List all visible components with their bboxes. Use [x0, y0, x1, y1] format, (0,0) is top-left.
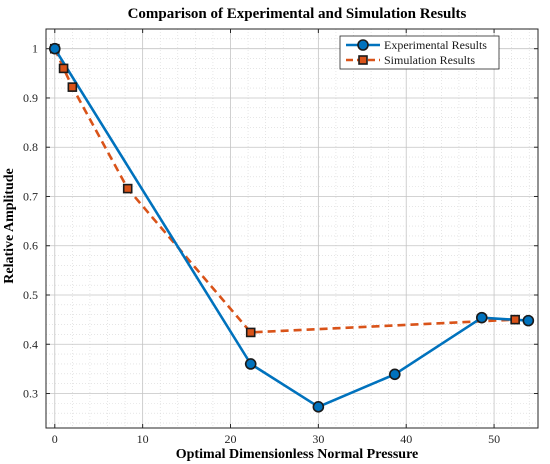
y-tick-label: 0.4 — [23, 337, 38, 351]
x-tick-label: 20 — [225, 432, 237, 446]
y-tick-label: 0.8 — [23, 140, 38, 154]
legend-marker-simulation — [358, 55, 368, 65]
x-tick-label: 10 — [137, 432, 149, 446]
simulation-point — [58, 63, 69, 74]
experimental-point — [312, 401, 325, 413]
legend-label-simulation: Simulation Results — [384, 53, 475, 67]
y-tick-label: 0.3 — [23, 387, 38, 401]
y-tick-label: 0.7 — [23, 189, 38, 203]
series-line-experimental — [53, 48, 529, 409]
experimental-point — [522, 314, 535, 327]
x-tick-label: 0 — [52, 432, 58, 446]
x-tick-label: 50 — [488, 432, 500, 446]
legend-marker-experimental — [357, 39, 369, 51]
simulation-point — [245, 327, 256, 338]
experimental-point — [475, 311, 488, 324]
x-tick-label: 40 — [400, 432, 412, 446]
y-tick-label: 0.6 — [23, 239, 38, 253]
y-tick-label: 0.5 — [23, 288, 38, 302]
experimental-point — [244, 358, 257, 370]
plot-area — [46, 29, 538, 428]
y-tick-label: 1 — [32, 42, 38, 56]
simulation-point — [122, 183, 133, 194]
y-axis-label: Relative Amplitude — [2, 168, 17, 284]
x-tick-label: 30 — [312, 432, 324, 446]
legend-label-experimental: Experimental Results — [384, 38, 487, 52]
simulation-point — [510, 314, 520, 325]
experimental-point — [48, 42, 61, 55]
experimental-point — [388, 368, 401, 381]
x-axis-label: Optimal Dimensionless Normal Pressure — [176, 447, 419, 462]
axes-frame — [45, 28, 539, 429]
chart-title: Comparison of Experimental and Simulatio… — [128, 6, 467, 22]
simulation-point — [67, 82, 78, 92]
y-tick-label: 0.9 — [23, 91, 38, 105]
